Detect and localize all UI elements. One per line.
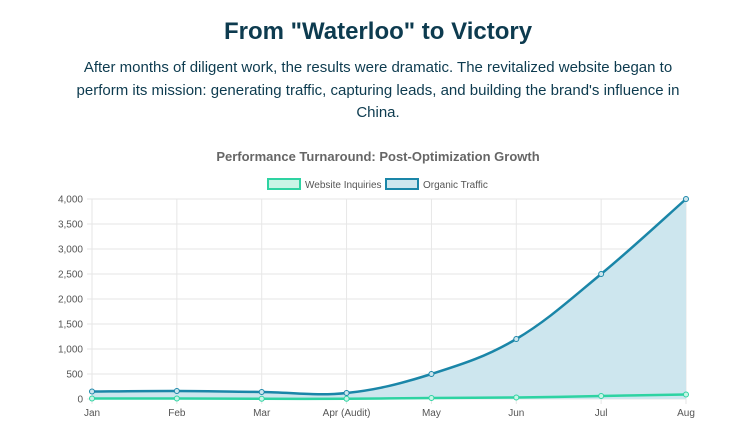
series-area-1 [92, 199, 686, 399]
page-title: From "Waterloo" to Victory [223, 18, 533, 45]
y-tick-label: 0 [77, 395, 83, 406]
y-tick-label: 2,500 [58, 270, 83, 281]
x-tick-label: Mar [253, 408, 271, 419]
data-point[interactable] [173, 388, 180, 394]
x-axis-ticks: Jan Feb Mar Apr (Audit) May Jun Jul Aug [84, 408, 695, 419]
x-tick-label: Apr (Audit) [323, 408, 371, 419]
x-tick-label: Jan [84, 408, 100, 419]
y-tick-label: 1,500 [58, 320, 83, 331]
y-tick-label: 3,500 [58, 220, 83, 231]
series-points [89, 196, 689, 402]
y-tick-label: 1,000 [58, 345, 83, 356]
data-point[interactable] [428, 395, 435, 401]
chart-title: Performance Turnaround: Post-Optimizatio… [216, 149, 539, 164]
legend-label-organic-traffic[interactable]: Organic Traffic [423, 180, 488, 191]
data-point[interactable] [428, 371, 435, 377]
x-tick-label: Jun [508, 408, 524, 419]
x-tick-label: Feb [168, 408, 186, 419]
legend-swatch-website-inquiries[interactable] [267, 178, 301, 190]
data-point[interactable] [598, 271, 605, 277]
series-lines [91, 198, 687, 401]
data-point[interactable] [89, 395, 95, 402]
intro-paragraph: After months of diligent work, the resul… [76, 59, 680, 121]
data-point[interactable] [683, 196, 689, 202]
y-tick-label: 4,000 [58, 195, 83, 206]
y-axis-ticks: 0 500 1,000 1,500 2,000 2,500 3,000 3,500 4,000 [58, 195, 83, 406]
legend-swatch-organic-traffic[interactable] [385, 178, 419, 190]
data-point[interactable] [683, 391, 689, 398]
data-point[interactable] [173, 395, 180, 402]
y-tick-label: 2,000 [58, 295, 83, 306]
series-line-0 [91, 393, 687, 401]
y-tick-label: 500 [66, 370, 83, 381]
data-point[interactable] [258, 395, 265, 402]
x-tick-label: May [422, 408, 441, 419]
y-tick-label: 3,000 [58, 245, 83, 256]
traffic-area [92, 199, 686, 399]
data-point[interactable] [343, 390, 350, 396]
x-tick-label: Jul [595, 408, 608, 419]
x-tick-label: Aug [677, 408, 695, 419]
series-line-1 [91, 198, 687, 396]
data-point[interactable] [343, 395, 350, 402]
chart-legend[interactable]: Website Inquiries Organic Traffic [267, 178, 488, 191]
legend-label-website-inquiries[interactable]: Website Inquiries [305, 180, 382, 191]
data-point[interactable] [513, 336, 520, 342]
data-point[interactable] [258, 389, 265, 395]
data-point[interactable] [513, 394, 520, 401]
data-point[interactable] [89, 388, 95, 395]
data-point[interactable] [598, 393, 605, 399]
